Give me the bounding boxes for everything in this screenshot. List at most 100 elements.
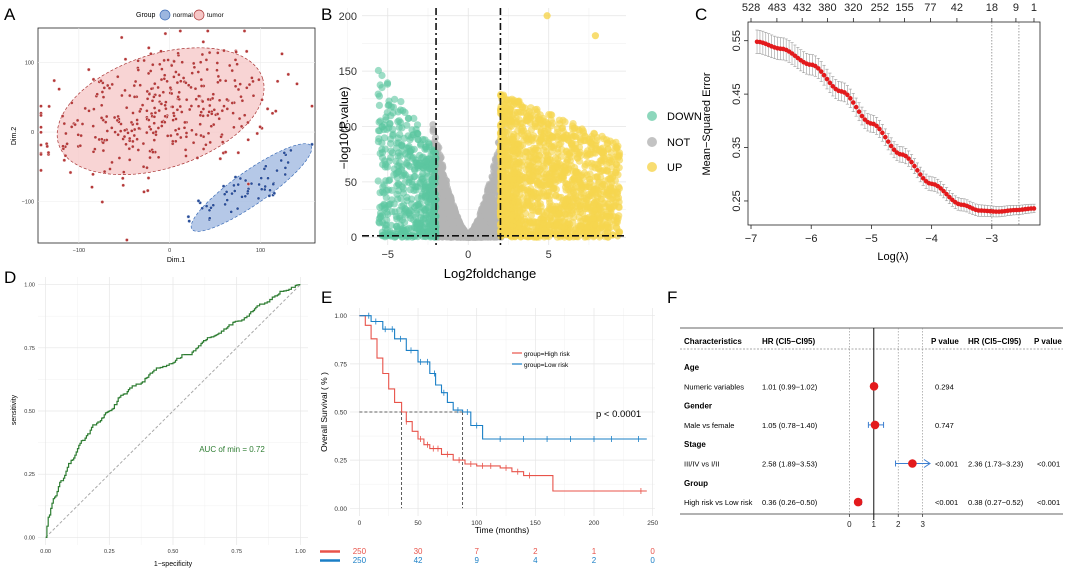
- plot-c-border: [747, 21, 1041, 226]
- point-tumor: [169, 133, 173, 138]
- point-DOWN: [424, 198, 432, 207]
- point-UP: [515, 176, 523, 184]
- point-DOWN: [385, 177, 393, 185]
- point-UP: [603, 167, 611, 175]
- point-tumor: [170, 105, 175, 109]
- point-NOT: [479, 201, 487, 209]
- point-UP: [547, 212, 555, 220]
- point-UP: [555, 140, 563, 149]
- point-UP: [547, 111, 555, 119]
- point-tumor: [145, 130, 149, 135]
- point-tumor: [95, 92, 99, 96]
- xtick-d-1: 0.25: [104, 549, 115, 555]
- point-tumor: [200, 99, 205, 104]
- point-normal: [240, 195, 244, 199]
- point-tumor: [140, 103, 145, 107]
- point-tumor: [166, 58, 170, 62]
- point-normal: [233, 189, 237, 193]
- point-tumor: [132, 83, 137, 88]
- point-UP: [558, 124, 567, 132]
- point-tumor: [129, 120, 134, 125]
- forest-ci-arrow: [923, 459, 931, 468]
- point-UP: [506, 161, 514, 170]
- point-tumor: [118, 129, 123, 133]
- point-tumor: [39, 143, 43, 147]
- point-tumor: [87, 67, 91, 72]
- point-UP: [577, 151, 586, 159]
- point-mse-c: [845, 92, 850, 98]
- point-mse-c: [856, 109, 862, 115]
- point-mse-c: [850, 100, 856, 105]
- point-tumor: [147, 46, 151, 50]
- point-DOWN: [378, 148, 387, 157]
- point-tumor: [198, 113, 203, 118]
- point-tumor: [178, 29, 183, 33]
- point-tumor: [119, 122, 123, 126]
- point-tumor: [231, 111, 235, 115]
- km-curve-low-risk: [359, 315, 647, 440]
- forest-estimate-point: [908, 459, 917, 468]
- point-tumor: [124, 142, 128, 147]
- point-UP: [541, 226, 549, 234]
- point-DOWN: [413, 224, 421, 232]
- ytick-a-2: 100: [25, 61, 34, 67]
- point-tumor: [193, 86, 198, 91]
- point-UP: [530, 189, 538, 197]
- xtick-c-3: −4: [925, 233, 938, 245]
- point-tumor: [216, 51, 220, 55]
- point-normal: [249, 181, 254, 186]
- point-UP: [501, 183, 509, 191]
- point-tumor: [113, 130, 117, 134]
- point-UP: [569, 168, 577, 176]
- point-tumor: [45, 144, 49, 149]
- ytick-e-4: 1.00: [334, 313, 347, 320]
- point-tumor: [179, 79, 183, 83]
- points-a: [39, 29, 314, 242]
- point-mse-c: [1031, 206, 1037, 211]
- point-DOWN: [383, 80, 392, 88]
- point-tumor: [102, 86, 107, 90]
- point-DOWN: [378, 139, 386, 147]
- point-DOWN: [391, 233, 399, 241]
- point-tumor: [204, 58, 209, 62]
- point-tumor: [47, 104, 51, 109]
- point-tumor: [152, 138, 157, 142]
- point-tumor: [236, 87, 241, 92]
- forest-header-p2: P value: [1034, 337, 1062, 346]
- point-UP: [590, 129, 598, 137]
- legend-a-normal-marker: [159, 9, 171, 21]
- point-tumor: [91, 150, 96, 154]
- point-tumor: [165, 134, 170, 138]
- auc-annotation: AUC of min = 0.72: [199, 445, 265, 454]
- point-mse-c: [906, 156, 911, 161]
- point-NOT: [429, 126, 437, 134]
- xtick-d-4: 1.00: [295, 549, 306, 555]
- point-UP: [569, 195, 577, 203]
- point-tumor: [101, 148, 106, 153]
- point-DOWN: [412, 159, 420, 167]
- point-tumor: [168, 85, 173, 90]
- xtick-e-0: 0: [358, 520, 362, 527]
- point-tumor: [133, 79, 138, 84]
- point-NOT: [438, 161, 447, 169]
- xlabel-b: Log2foldchange: [444, 266, 537, 281]
- point-tumor: [135, 137, 139, 141]
- point-normal: [207, 216, 212, 220]
- point-tumor: [135, 122, 139, 126]
- point-DOWN: [380, 201, 388, 209]
- point-UP: [499, 168, 507, 176]
- point-DOWN: [401, 178, 409, 187]
- point-UP: [553, 233, 562, 241]
- point-mse-c: [917, 172, 923, 177]
- point-UP: [578, 125, 586, 133]
- legend-b-up-marker: [647, 162, 657, 172]
- point-tumor: [132, 133, 137, 138]
- point-tumor: [219, 135, 223, 139]
- legend-a-normal-label: normal: [173, 12, 193, 19]
- point-NOT: [437, 202, 445, 210]
- point-UP: [543, 154, 552, 162]
- panel-a-pca-scatter: Group normal tumor −100 0 100 −100 0 100 Dim.…: [11, 9, 316, 264]
- point-UP: [587, 143, 595, 151]
- point-UP: [531, 120, 539, 128]
- point-NOT: [450, 224, 458, 232]
